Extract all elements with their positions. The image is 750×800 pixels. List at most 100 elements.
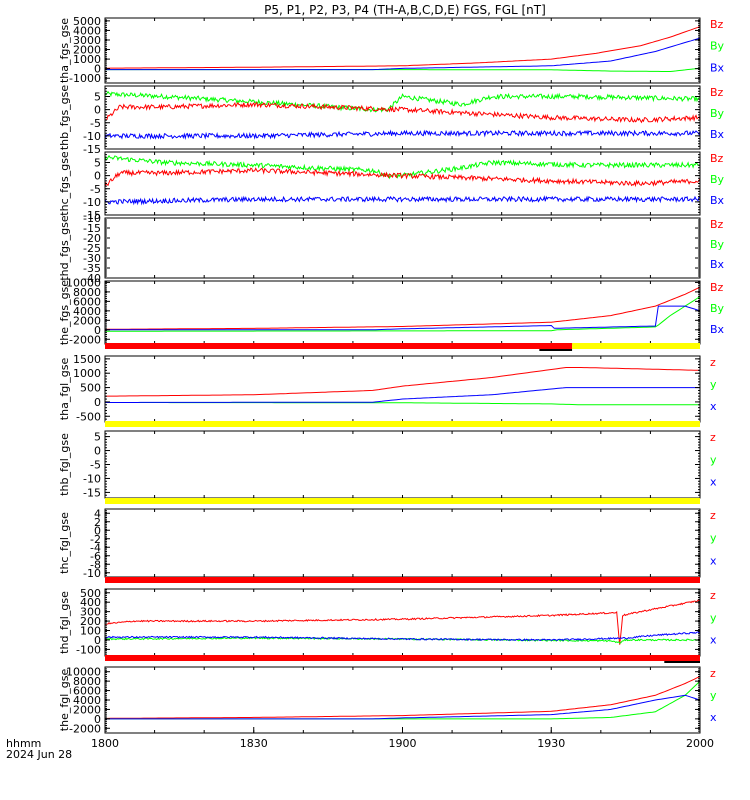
series-group xyxy=(105,599,700,645)
legend-z: z xyxy=(710,667,716,680)
y-tick-label: 5 xyxy=(94,157,101,170)
series-group xyxy=(105,675,700,720)
series-group xyxy=(105,90,700,140)
y-tick-label: 0 xyxy=(94,104,101,117)
legend-x: x xyxy=(710,400,717,413)
y-tick-label: -5 xyxy=(90,183,101,196)
y-tick-label: 0 xyxy=(94,713,101,726)
y-tick-label: -35 xyxy=(83,262,101,275)
status-bar-segment xyxy=(105,498,700,504)
series-by-line xyxy=(105,90,700,113)
status-bar-segment xyxy=(572,343,700,349)
series-bx-line xyxy=(105,305,700,331)
status-bar-marker xyxy=(664,661,700,663)
y-tick-label: 2000 xyxy=(73,314,101,327)
series-z-line xyxy=(105,599,700,645)
y-axis-label: tha_fgs_gse xyxy=(58,18,71,83)
y-tick-label: 1500 xyxy=(73,353,101,366)
y-tick-label: 8000 xyxy=(73,286,101,299)
y-tick-label: -15 xyxy=(83,143,101,156)
legend-z: z xyxy=(710,431,716,444)
y-tick-label: -10 xyxy=(83,130,101,143)
status-bar-segment xyxy=(105,343,573,349)
y-tick-label: 4000 xyxy=(73,305,101,318)
x-tick-label: 1930 xyxy=(537,737,565,750)
legend-x: x xyxy=(710,634,717,647)
y-tick-label: -30 xyxy=(83,252,101,265)
x-axis: 1800 1830 1900 1930 2000 xyxy=(91,727,714,750)
series-group xyxy=(105,286,700,332)
y-tick-label: -2000 xyxy=(69,722,101,735)
series-z-line xyxy=(105,675,700,719)
y-tick-label: -2 xyxy=(90,533,101,546)
legend-bx: Bx xyxy=(710,323,725,336)
x-tick-label: 1800 xyxy=(91,737,119,750)
panel-thb_fgs_gse: 50-5-10-15 thb_fgs_gse Bz By Bx xyxy=(58,85,725,156)
y-tick-label: 300 xyxy=(80,606,101,619)
panel-thc_fgl_gse: 420-2-4-6-8-10 thc_fgl_gse zyx xyxy=(58,507,717,580)
status-bars-layer xyxy=(105,343,700,663)
series-bz-line xyxy=(105,286,700,330)
status-bar-segment xyxy=(105,421,700,427)
legend-z: z xyxy=(710,509,716,522)
series-bx-line xyxy=(105,195,700,206)
y-tick-label: 6000 xyxy=(73,295,101,308)
y-tick-label: -15 xyxy=(83,222,101,235)
y-tick-label: 1000 xyxy=(73,367,101,380)
y-tick-label: 2000 xyxy=(73,703,101,716)
y-axis-label: the_fgl_gse xyxy=(58,669,71,732)
legend-y: y xyxy=(710,611,717,624)
y-axis-label: thd_fgs_gse xyxy=(58,215,71,281)
y-tick-label: 4000 xyxy=(73,694,101,707)
legend-bx: Bx xyxy=(710,61,725,74)
series-z-line xyxy=(105,367,700,397)
y-axis-label: thc_fgs_gse xyxy=(58,151,71,216)
y-tick-label: -10 xyxy=(83,472,101,485)
y-tick-label: -4 xyxy=(90,541,101,554)
y-tick-label: 0 xyxy=(94,445,101,458)
status-bar-marker xyxy=(539,349,573,351)
legend-y: y xyxy=(710,532,717,545)
series-by-line xyxy=(105,296,700,332)
y-tick-label: -2000 xyxy=(69,333,101,346)
series-by-line xyxy=(105,155,700,180)
y-tick-label: 100 xyxy=(80,625,101,638)
legend-x: x xyxy=(710,476,717,489)
y-tick-label: 0 xyxy=(94,524,101,537)
series-x-line xyxy=(105,631,700,642)
legend-by: By xyxy=(710,173,725,186)
y-tick-label: 0 xyxy=(94,63,101,76)
y-tick-label: -100 xyxy=(76,643,101,656)
y-tick-label: 0 xyxy=(94,170,101,183)
y-axis-label: thb_fgl_gse xyxy=(58,433,71,496)
y-tick-label: -10 xyxy=(83,212,101,225)
y-tick-label: 500 xyxy=(80,587,101,600)
y-axis-label: tha_fgl_gse xyxy=(58,358,71,421)
series-bz-line xyxy=(105,26,700,69)
chart-title: P5, P1, P2, P3, P4 (TH-A,B,C,D,E) FGS, F… xyxy=(264,3,546,17)
y-tick-label: -1000 xyxy=(69,72,101,85)
legend-bz: Bz xyxy=(710,152,724,165)
y-tick-label: 400 xyxy=(80,596,101,609)
y-tick-label: 4000 xyxy=(73,24,101,37)
series-group xyxy=(105,367,700,406)
series-group xyxy=(105,155,700,206)
legend-by: By xyxy=(710,302,725,315)
legend-bz: Bz xyxy=(710,18,724,31)
series-bz-line xyxy=(105,167,700,188)
y-tick-label: 8000 xyxy=(73,675,101,688)
legend-y: y xyxy=(710,378,717,391)
y-tick-label: -10 xyxy=(83,196,101,209)
y-tick-label: 0 xyxy=(94,396,101,409)
y-tick-label: 200 xyxy=(80,615,101,628)
y-tick-label: -500 xyxy=(76,410,101,423)
legend-by: By xyxy=(710,107,725,120)
x-tick-label: 2000 xyxy=(686,737,714,750)
